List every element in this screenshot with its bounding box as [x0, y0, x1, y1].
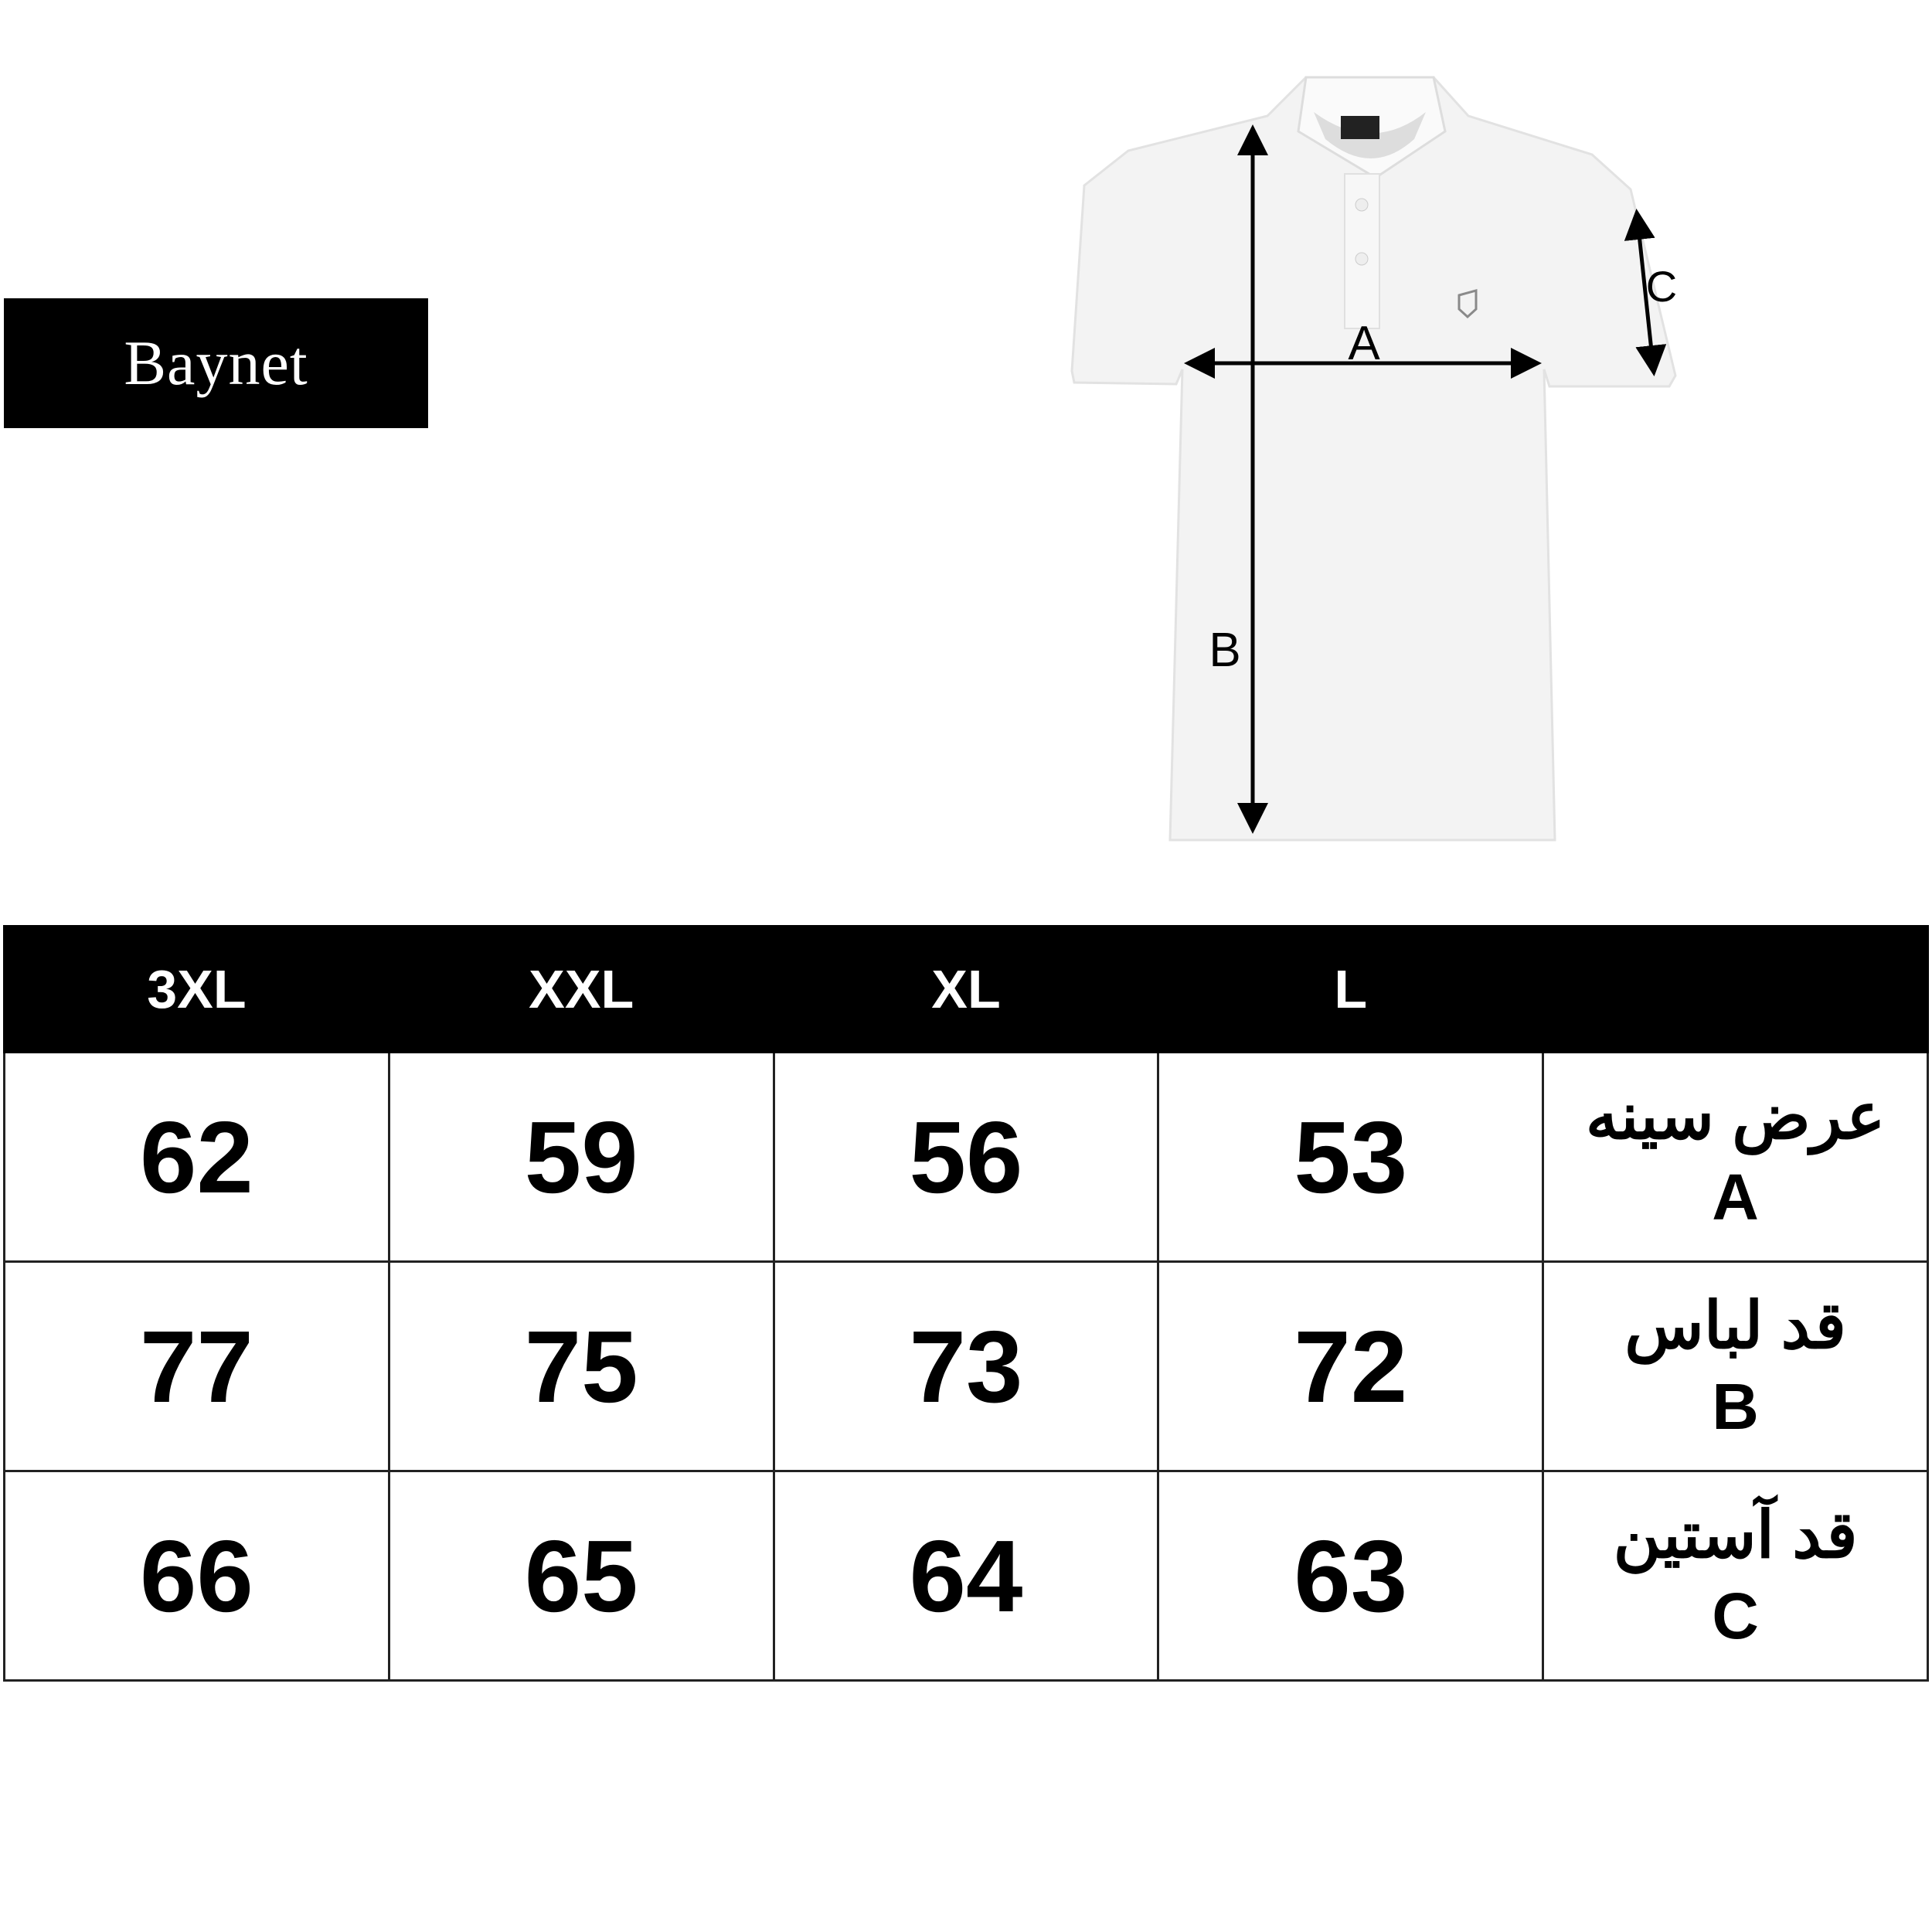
measure-code: C: [1712, 1580, 1759, 1652]
label-c: C: [1646, 262, 1677, 311]
size-header: XXL: [387, 925, 775, 1053]
value-cell: 73: [772, 1260, 1160, 1472]
size-header: XL: [772, 925, 1160, 1053]
shirt-diagram: A B C: [1070, 76, 1677, 842]
measure-label: عرض سینه: [1585, 1080, 1886, 1152]
value-cell: 66: [3, 1470, 390, 1682]
size-header-row: 3XL XXL XL L: [3, 925, 1929, 1053]
table-row: 77 75 73 72 قد لباس B: [3, 1260, 1929, 1472]
value-cell: 64: [772, 1470, 1160, 1682]
value-cell: 72: [1157, 1260, 1545, 1472]
measure-label-cell: قد آستین C: [1542, 1470, 1929, 1682]
table-row: 66 65 64 63 قد آستین C: [3, 1470, 1929, 1682]
measure-label-cell: قد لباس B: [1542, 1260, 1929, 1472]
sleeve-length-arrow: [1624, 209, 1667, 376]
size-header: [1542, 925, 1929, 1053]
label-b: B: [1209, 624, 1240, 677]
value-cell: 59: [387, 1051, 775, 1263]
size-table: 3XL XXL XL L 62 59 56 53 عرض سینه A 77 7…: [3, 925, 1929, 1682]
value-cell: 63: [1157, 1470, 1545, 1682]
polo-shirt-image: [1070, 76, 1677, 842]
brand-logo: Baynet: [4, 298, 428, 428]
value-cell: 77: [3, 1260, 390, 1472]
table-row: 62 59 56 53 عرض سینه A: [3, 1051, 1929, 1263]
measure-code: B: [1712, 1370, 1759, 1443]
measure-code: A: [1712, 1161, 1759, 1233]
size-header: L: [1157, 925, 1545, 1053]
measure-label: قد آستین: [1613, 1498, 1858, 1571]
logo-text: Baynet: [124, 328, 308, 398]
value-cell: 53: [1157, 1051, 1545, 1263]
size-header: 3XL: [3, 925, 390, 1053]
value-cell: 56: [772, 1051, 1160, 1263]
measure-label-cell: عرض سینه A: [1542, 1051, 1929, 1263]
value-cell: 65: [387, 1470, 775, 1682]
label-a: A: [1348, 317, 1380, 370]
value-cell: 75: [387, 1260, 775, 1472]
measure-label: قد لباس: [1624, 1289, 1846, 1362]
value-cell: 62: [3, 1051, 390, 1263]
